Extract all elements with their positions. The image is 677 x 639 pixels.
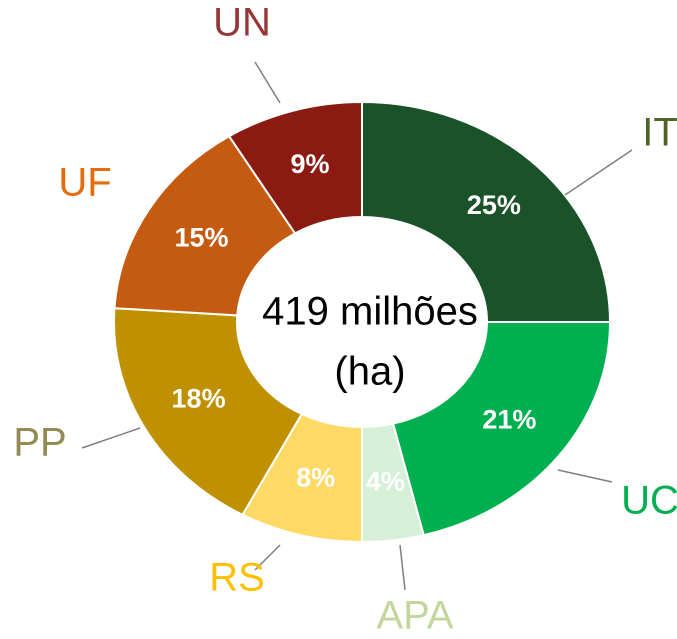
- value-label: 21%: [482, 405, 536, 435]
- leader-line: [564, 149, 633, 196]
- value-label: 18%: [172, 383, 226, 413]
- donut-slice: [227, 100, 363, 235]
- donut-slice: [361, 100, 612, 323]
- leader-line: [254, 544, 281, 571]
- leader-line: [557, 469, 613, 483]
- category-label: IT: [642, 111, 677, 155]
- center-text: 419 milhões: [262, 290, 478, 334]
- center-text: (ha): [334, 350, 405, 394]
- donut-slice: [113, 307, 304, 517]
- value-label: 15%: [174, 222, 228, 252]
- category-label: RS: [209, 556, 265, 600]
- category-label: UN: [213, 1, 271, 45]
- value-label: 4%: [366, 466, 405, 496]
- leader-line: [81, 427, 141, 449]
- category-label: UC: [621, 479, 677, 523]
- leader-line: [254, 61, 281, 104]
- category-label: PP: [13, 421, 66, 465]
- category-label: UF: [58, 161, 111, 205]
- value-label: 9%: [290, 149, 329, 179]
- donut-slice: [113, 134, 297, 317]
- donut-slice: [391, 321, 612, 537]
- value-label: 8%: [296, 463, 335, 493]
- value-label: 25%: [467, 190, 521, 220]
- leader-line: [399, 544, 406, 591]
- category-label: APA: [376, 594, 453, 638]
